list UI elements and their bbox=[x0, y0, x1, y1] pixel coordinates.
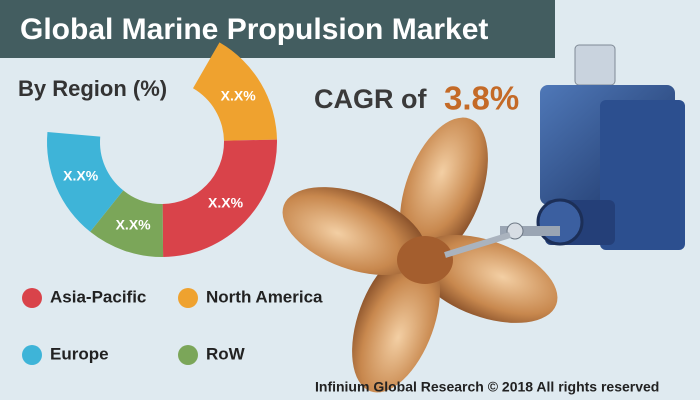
cagr-value: 3.8% bbox=[444, 80, 519, 117]
value-label: X.X% bbox=[208, 194, 244, 210]
title: Global Marine Propulsion Market bbox=[20, 13, 488, 46]
donut-chart: X.X% North America X.X% Asia-Pacific X.X% RoW… bbox=[22, 42, 323, 365]
legend-swatch bbox=[22, 288, 42, 308]
title-banner bbox=[0, 0, 555, 58]
chart-title: By Region (%) bbox=[18, 76, 167, 101]
engine-illustration bbox=[500, 44, 685, 250]
donut-segment bbox=[46, 131, 124, 232]
footer: Infinium Global Research © 2018 All righ… bbox=[315, 379, 659, 395]
value-label: X.X% bbox=[116, 216, 152, 232]
legend-swatch bbox=[178, 345, 198, 365]
donut-segment bbox=[90, 190, 164, 257]
donut-segment bbox=[162, 139, 278, 257]
cagr-label: CAGR of bbox=[314, 84, 427, 114]
legend-label: Asia-Pacific bbox=[50, 287, 146, 306]
value-label: X.X% bbox=[63, 168, 99, 184]
legend-label: Europe bbox=[50, 344, 109, 363]
legend-label: North America bbox=[206, 287, 323, 306]
propeller-illustration bbox=[282, 117, 558, 393]
legend-label: RoW bbox=[206, 344, 246, 363]
legend-swatch bbox=[22, 345, 42, 365]
donut-segment bbox=[193, 42, 277, 141]
value-label: X.X% bbox=[221, 88, 257, 104]
legend-swatch bbox=[178, 288, 198, 308]
